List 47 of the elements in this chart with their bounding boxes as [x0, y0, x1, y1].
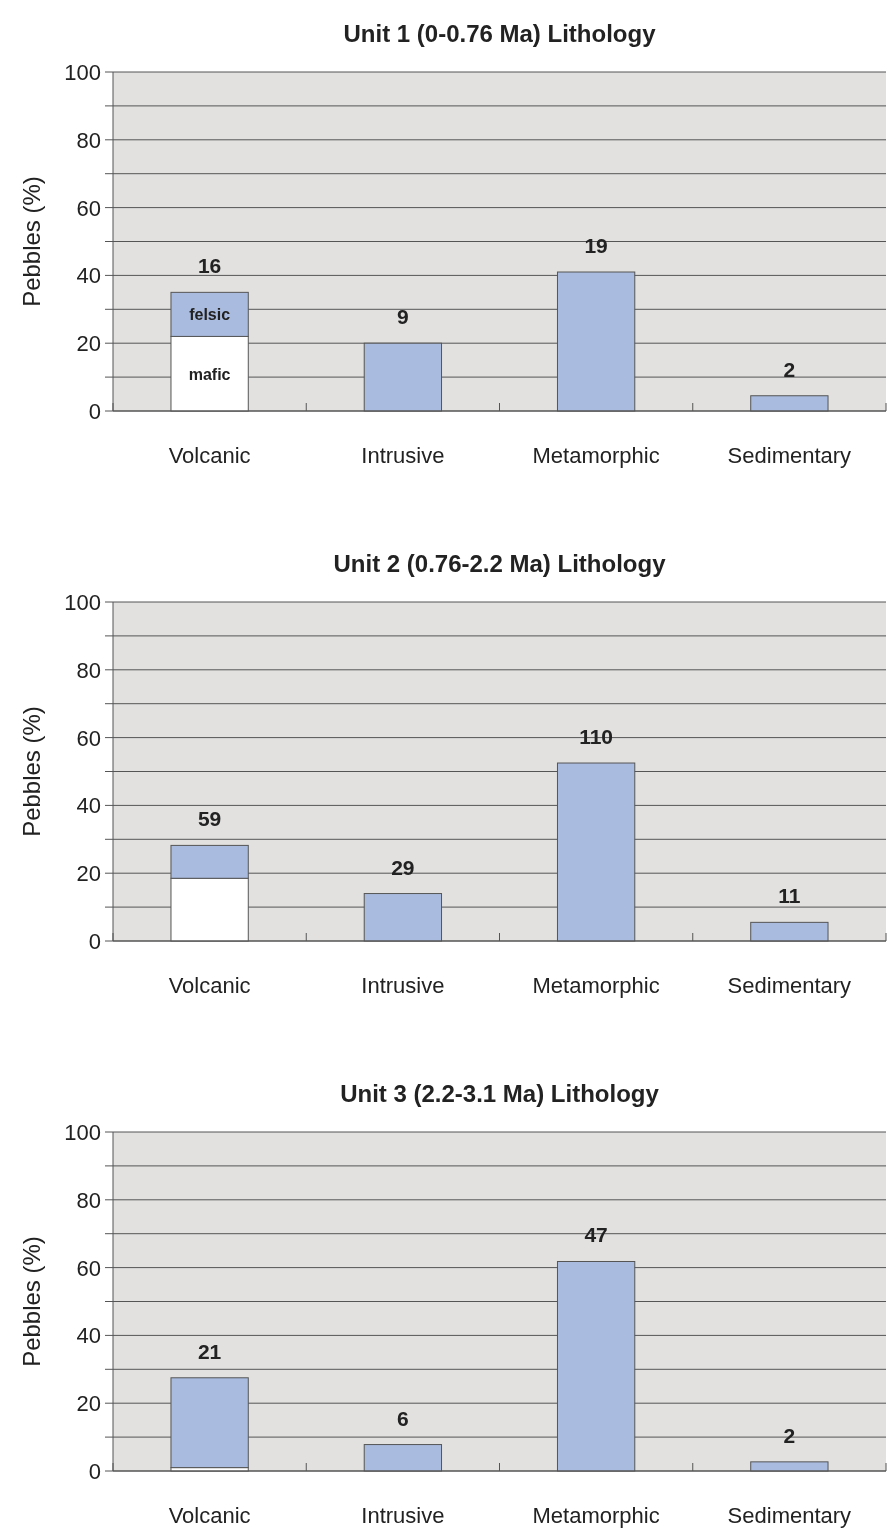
x-tick-label: Metamorphic — [532, 443, 660, 468]
annotation: 21 — [197, 1339, 222, 1363]
annotation: 6 — [397, 1406, 409, 1430]
x-tick-label: Volcanic — [168, 973, 251, 998]
y-tick-label: 20 — [76, 1391, 101, 1417]
x-tick-label: Volcanic — [168, 1503, 251, 1528]
chart-title: Unit 3 (2.2-3.1 Ma) Lithology — [340, 1080, 660, 1107]
series-label: felsic — [189, 306, 231, 324]
series-label: mafic — [188, 365, 231, 383]
x-tick-label: Sedimentary — [727, 973, 852, 998]
y-tick-label: 0 — [88, 1459, 101, 1484]
y-tick-label: 20 — [76, 331, 101, 357]
x-tick-label: Sedimentary — [727, 1503, 852, 1528]
y-axis-title: Pebbles (%) — [18, 706, 45, 837]
x-tick-label: Volcanic — [168, 443, 251, 468]
y-tick-label: 80 — [76, 127, 101, 153]
annotation: 9 — [397, 305, 409, 329]
annotation: 2 — [783, 1423, 796, 1447]
chart-title: Unit 1 (0-0.76 Ma) Lithology — [343, 20, 657, 47]
x-tick-label: Metamorphic — [532, 1503, 660, 1528]
y-tick-label: 0 — [88, 399, 101, 424]
y-tick-label: 60 — [76, 725, 101, 751]
annotation: 59 — [197, 807, 222, 831]
y-tick-label: 100 — [64, 1120, 101, 1145]
annotation: 16 — [197, 254, 222, 278]
x-tick-label: Sedimentary — [727, 443, 852, 468]
y-tick-label: 60 — [76, 1255, 101, 1281]
annotation: 11 — [778, 884, 801, 908]
annotation: 29 — [391, 855, 415, 879]
x-tick-label: Intrusive — [361, 1503, 445, 1528]
chart-title: Unit 2 (0.76-2.2 Ma) Lithology — [333, 550, 667, 577]
y-tick-label: 100 — [64, 60, 101, 85]
y-axis-title: Pebbles (%) — [18, 1236, 45, 1367]
y-tick-label: 40 — [76, 1323, 101, 1349]
y-tick-label: 40 — [76, 263, 101, 289]
y-tick-label: 20 — [76, 861, 101, 887]
x-tick-label: Intrusive — [361, 443, 445, 468]
x-tick-label: Intrusive — [361, 973, 445, 998]
y-tick-label: 40 — [76, 793, 101, 819]
x-tick-label: Metamorphic — [532, 973, 660, 998]
annotation: 2 — [783, 357, 796, 381]
y-tick-label: 0 — [88, 929, 101, 954]
y-axis-title: Pebbles (%) — [18, 176, 45, 307]
y-tick-label: 80 — [76, 657, 101, 683]
y-tick-label: 80 — [76, 1187, 101, 1213]
y-tick-label: 60 — [76, 195, 101, 221]
y-tick-label: 100 — [64, 590, 101, 615]
